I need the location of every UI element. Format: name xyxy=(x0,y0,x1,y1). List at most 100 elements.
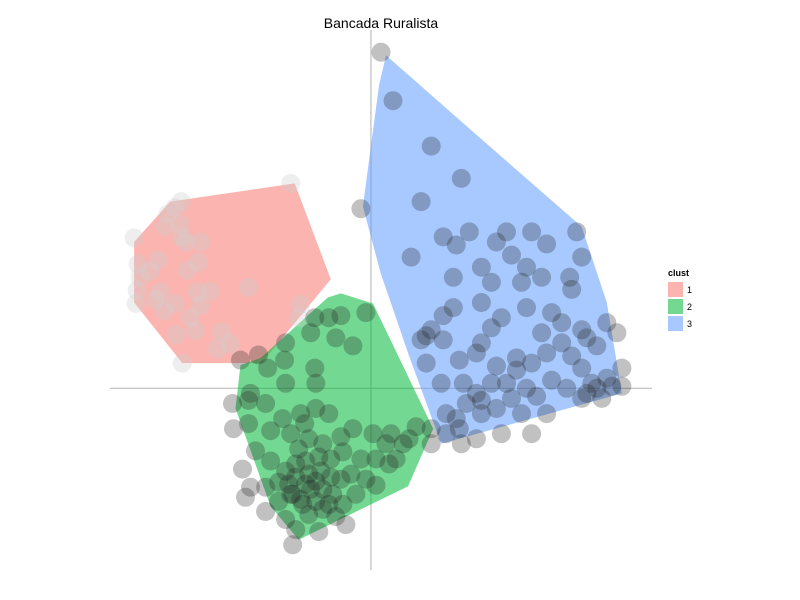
cluster2-point xyxy=(341,464,361,484)
cluster1-point xyxy=(190,296,210,316)
cluster3-point xyxy=(557,378,577,398)
cluster3-point xyxy=(597,368,617,388)
cluster3-point xyxy=(471,404,491,424)
cluster3-point xyxy=(481,272,501,292)
cluster3-point xyxy=(411,192,431,212)
cluster3-point xyxy=(471,333,491,353)
cluster2-point xyxy=(306,399,326,418)
cluster3-point xyxy=(481,318,501,338)
cluster1-point xyxy=(150,282,170,302)
cluster3-point xyxy=(351,199,371,219)
cluster1-point xyxy=(148,250,168,270)
cluster2-point xyxy=(381,424,401,444)
cluster2-point xyxy=(346,484,366,504)
cluster2-point xyxy=(379,454,399,474)
cluster3-point xyxy=(542,303,562,323)
cluster3-point xyxy=(443,298,463,318)
cluster2-point xyxy=(366,449,386,469)
cluster3-point xyxy=(421,320,441,340)
cluster2-point xyxy=(366,475,386,495)
cluster3-point xyxy=(507,360,526,380)
cluster2-point xyxy=(393,434,413,454)
cluster1-point xyxy=(289,308,309,328)
cluster1-point xyxy=(207,339,227,359)
cluster2-point xyxy=(319,404,339,424)
cluster2-point xyxy=(363,424,383,444)
cluster2-point xyxy=(258,358,278,378)
cluster2-point xyxy=(421,419,441,439)
cluster2-point xyxy=(291,489,311,509)
cluster3-point xyxy=(552,313,572,333)
cluster3-point xyxy=(552,333,572,353)
cluster1-point xyxy=(172,227,192,247)
cluster3-point xyxy=(532,323,552,343)
cluster3-point xyxy=(512,404,531,424)
cluster2-point xyxy=(313,434,333,454)
cluster2-point xyxy=(306,471,326,491)
cluster3-point xyxy=(481,373,501,393)
cluster3-point xyxy=(449,350,469,370)
cluster2-point xyxy=(376,434,396,454)
cluster3-point xyxy=(602,376,622,396)
cluster2-point xyxy=(269,472,289,492)
cluster3-point xyxy=(433,227,453,247)
cluster1-point xyxy=(140,261,160,281)
cluster1-point xyxy=(166,325,186,345)
cluster2-point xyxy=(299,505,319,524)
cluster3-point xyxy=(537,234,557,254)
cluster2-point xyxy=(309,522,329,542)
cluster1-point xyxy=(124,228,144,248)
cluster2-point xyxy=(276,333,296,353)
cluster1-point xyxy=(145,290,165,309)
cluster1-point xyxy=(165,294,185,313)
cluster2-point xyxy=(241,383,260,403)
cluster2-point xyxy=(279,474,299,494)
cluster3-point xyxy=(612,358,632,378)
cluster3-point xyxy=(582,373,602,393)
cluster2-point xyxy=(231,350,250,370)
cluster3-point xyxy=(416,353,436,373)
cluster-hulls xyxy=(134,55,622,540)
cluster1-point xyxy=(239,277,258,297)
cluster3-point xyxy=(431,373,451,393)
cluster2-point xyxy=(223,394,242,413)
cluster3-point xyxy=(517,298,536,318)
cluster3-point xyxy=(371,42,391,62)
cluster3-point xyxy=(612,376,632,396)
cluster2-point xyxy=(296,451,316,471)
cluster2-point xyxy=(236,487,255,507)
cluster2-point xyxy=(311,461,331,481)
cluster-2-hull xyxy=(235,293,434,540)
cluster3-point xyxy=(587,378,607,398)
cluster3-point xyxy=(466,429,486,449)
cluster2-point xyxy=(313,479,333,499)
cluster3-point xyxy=(456,394,476,413)
cluster2-point xyxy=(319,308,339,328)
cluster3-point xyxy=(433,306,453,326)
cluster1-point xyxy=(177,260,197,280)
cluster3-point xyxy=(537,404,557,424)
cluster1-point xyxy=(130,267,150,287)
cluster1-point xyxy=(190,232,210,252)
cluster2-point xyxy=(351,449,371,469)
cluster2-point xyxy=(275,350,295,370)
cluster3-point xyxy=(466,383,486,403)
cluster1-point xyxy=(188,252,208,272)
cluster3-point xyxy=(459,222,479,242)
legend-label-2: 2 xyxy=(687,302,692,312)
cluster3-point xyxy=(502,245,521,265)
cluster3-point xyxy=(491,308,511,328)
cluster2-point xyxy=(301,323,321,343)
cluster3-point xyxy=(451,434,471,454)
cluster3-point xyxy=(537,343,557,363)
legend: clust 1 2 3 xyxy=(668,268,692,331)
cluster3-point xyxy=(572,358,592,378)
cluster3-point xyxy=(542,370,562,390)
cluster2-point xyxy=(313,499,333,519)
cluster2-point xyxy=(301,479,321,499)
cluster2-point xyxy=(269,491,289,511)
cluster3-point xyxy=(507,348,526,368)
cluster2-point xyxy=(239,414,258,434)
cluster3-point xyxy=(517,378,536,398)
